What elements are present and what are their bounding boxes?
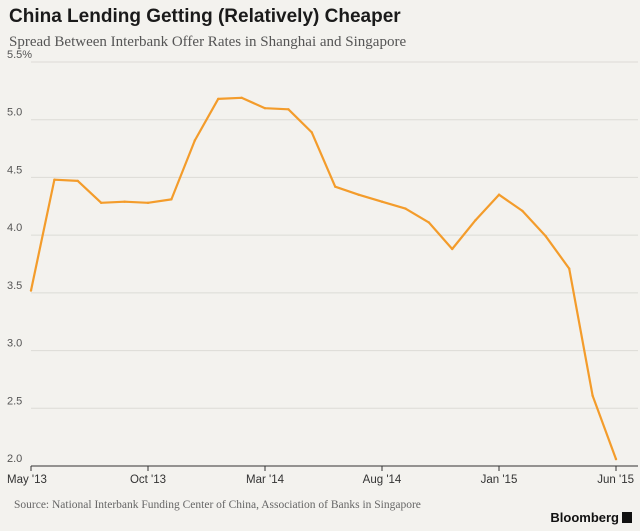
bloomberg-logo: Bloomberg — [550, 510, 632, 525]
data-point — [146, 201, 150, 205]
x-tick-label: Oct '13 — [130, 474, 166, 486]
data-point — [263, 106, 267, 110]
y-tick-label: 4.5 — [7, 164, 22, 176]
data-point — [404, 207, 407, 210]
bloomberg-mark-icon — [622, 512, 632, 523]
y-tick-label: 2.0 — [7, 453, 22, 465]
x-tick-label: Mar '14 — [246, 474, 285, 486]
data-point — [193, 139, 196, 142]
data-point — [591, 394, 594, 397]
y-tick-label: 5.5% — [7, 49, 32, 61]
series-line — [29, 96, 618, 461]
x-tick-label: Jan '15 — [481, 474, 518, 486]
data-point — [357, 193, 360, 196]
brand-name: Bloomberg — [550, 510, 619, 525]
data-point — [474, 218, 477, 222]
data-point — [123, 200, 126, 203]
x-tick-label: Aug '14 — [363, 474, 402, 486]
y-tick-label: 4.0 — [7, 222, 22, 234]
data-point — [427, 221, 430, 224]
data-point — [287, 108, 290, 111]
series-layer — [29, 96, 618, 461]
data-point — [29, 289, 33, 292]
y-tick-label: 5.0 — [7, 107, 22, 119]
gridlines — [31, 61, 638, 409]
data-point — [217, 97, 220, 101]
y-tick-label: 3.0 — [7, 338, 22, 350]
chart-subtitle: Spread Between Interbank Offer Rates in … — [9, 34, 407, 50]
data-point — [76, 179, 80, 183]
chart-title: China Lending Getting (Relatively) Cheap… — [9, 6, 401, 27]
data-point — [310, 131, 313, 134]
data-point — [451, 247, 454, 251]
data-point — [497, 193, 501, 196]
x-tick-label: Jun '15 — [597, 474, 634, 486]
y-axis: 2.0 2.5 3.0 3.5 4.0 4.5 5.0 5.5% — [7, 49, 32, 465]
source-note: Source: National Interbank Funding Cente… — [14, 499, 421, 511]
data-point — [334, 185, 337, 188]
data-point — [521, 209, 524, 213]
data-point — [614, 457, 618, 461]
data-point — [240, 96, 243, 99]
data-point — [544, 235, 547, 238]
x-axis: May '13 Oct '13 Mar '14 Aug '14 Jan '15 Jun '… — [7, 465, 638, 486]
data-point — [53, 178, 56, 181]
data-point — [380, 200, 384, 203]
data-point — [170, 198, 173, 201]
y-tick-label: 3.5 — [7, 280, 22, 292]
data-point — [100, 201, 103, 205]
x-tick-label: May '13 — [7, 474, 47, 486]
y-tick-label: 2.5 — [7, 395, 22, 407]
data-point — [568, 267, 571, 270]
